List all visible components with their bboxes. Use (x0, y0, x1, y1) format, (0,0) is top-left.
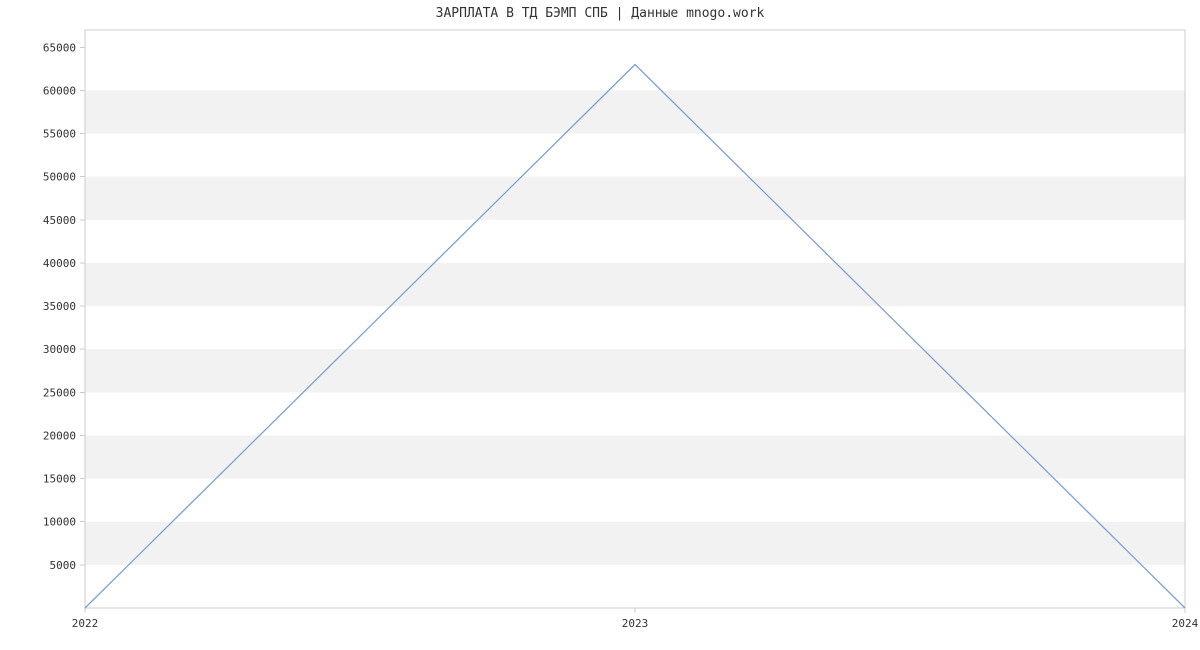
svg-text:45000: 45000 (43, 214, 76, 227)
svg-text:60000: 60000 (43, 84, 76, 97)
svg-text:65000: 65000 (43, 41, 76, 54)
svg-text:35000: 35000 (43, 300, 76, 313)
salary-line-chart: ЗАРПЛАТА В ТД БЭМП СПБ | Данные mnogo.wo… (0, 0, 1200, 650)
svg-text:5000: 5000 (50, 559, 77, 572)
svg-text:2023: 2023 (622, 617, 649, 630)
svg-text:20000: 20000 (43, 429, 76, 442)
svg-text:15000: 15000 (43, 473, 76, 486)
svg-text:40000: 40000 (43, 257, 76, 270)
svg-text:25000: 25000 (43, 386, 76, 399)
svg-text:30000: 30000 (43, 343, 76, 356)
chart-title: ЗАРПЛАТА В ТД БЭМП СПБ | Данные mnogo.wo… (0, 6, 1200, 21)
svg-text:2022: 2022 (72, 617, 99, 630)
chart-svg: 5000 10000 15000 20000 25000 30000 35000 40000 4… (0, 0, 1200, 650)
svg-text:55000: 55000 (43, 128, 76, 141)
svg-text:2024: 2024 (1172, 617, 1199, 630)
svg-text:10000: 10000 (43, 516, 76, 529)
svg-text:50000: 50000 (43, 171, 76, 184)
